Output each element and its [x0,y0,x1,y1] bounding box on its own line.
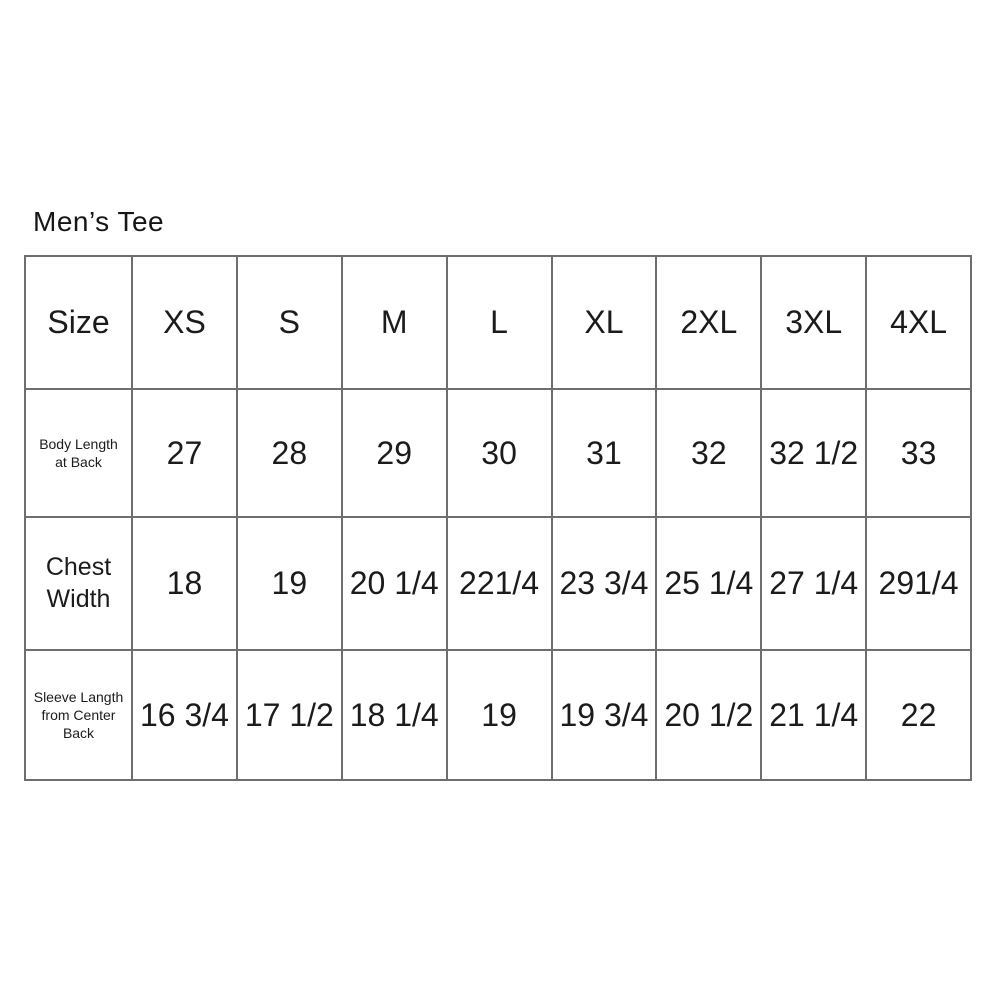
row-label-body-length: Body Length at Back [24,388,133,518]
column-header-2xl: 2XL [655,255,763,390]
row-label-chest-width: Chest Width [24,516,133,651]
column-header-l: L [445,255,553,390]
header-row: Size XS S M L XL 2XL 3XL 4XL [24,255,972,390]
cell-chest-width-m: 20 1/4 [340,516,448,651]
cell-sleeve-length-xs: 16 3/4 [131,649,238,781]
table-row-body-length: Body Length at Back 27 28 29 30 31 32 32… [24,388,972,518]
cell-chest-width-3xl: 27 1/4 [760,516,868,651]
cell-chest-width-2xl: 25 1/4 [655,516,763,651]
cell-body-length-m: 29 [340,388,448,518]
cell-sleeve-length-xl: 19 3/4 [550,649,658,781]
column-header-xs: XS [131,255,238,390]
size-chart-table: Size XS S M L XL 2XL 3XL 4XL Body Length… [24,255,972,781]
column-header-xl: XL [550,255,658,390]
cell-body-length-s: 28 [235,388,343,518]
cell-chest-width-4xl: 291/4 [865,516,972,651]
column-header-3xl: 3XL [760,255,868,390]
cell-sleeve-length-3xl: 21 1/4 [760,649,868,781]
column-header-4xl: 4XL [865,255,972,390]
cell-sleeve-length-2xl: 20 1/2 [655,649,763,781]
cell-sleeve-length-m: 18 1/4 [340,649,448,781]
cell-body-length-4xl: 33 [865,388,972,518]
cell-body-length-3xl: 32 1/2 [760,388,868,518]
cell-body-length-xl: 31 [550,388,658,518]
cell-body-length-l: 30 [445,388,553,518]
cell-chest-width-l: 221/4 [445,516,553,651]
cell-sleeve-length-l: 19 [445,649,553,781]
cell-chest-width-s: 19 [235,516,343,651]
cell-chest-width-xl: 23 3/4 [550,516,658,651]
column-header-m: M [340,255,448,390]
table-row-sleeve-length: Sleeve Langth from Center Back 16 3/4 17… [24,649,972,781]
column-header-s: S [235,255,343,390]
page-title: Men’s Tee [33,206,165,237]
table-row-chest-width: Chest Width 18 19 20 1/4 221/4 23 3/4 25… [24,516,972,651]
cell-body-length-xs: 27 [131,388,238,518]
cell-body-length-2xl: 32 [655,388,763,518]
cell-chest-width-xs: 18 [131,516,238,651]
cell-sleeve-length-s: 17 1/2 [235,649,343,781]
column-header-size: Size [24,255,133,390]
row-label-sleeve-length: Sleeve Langth from Center Back [24,649,133,781]
cell-sleeve-length-4xl: 22 [865,649,972,781]
